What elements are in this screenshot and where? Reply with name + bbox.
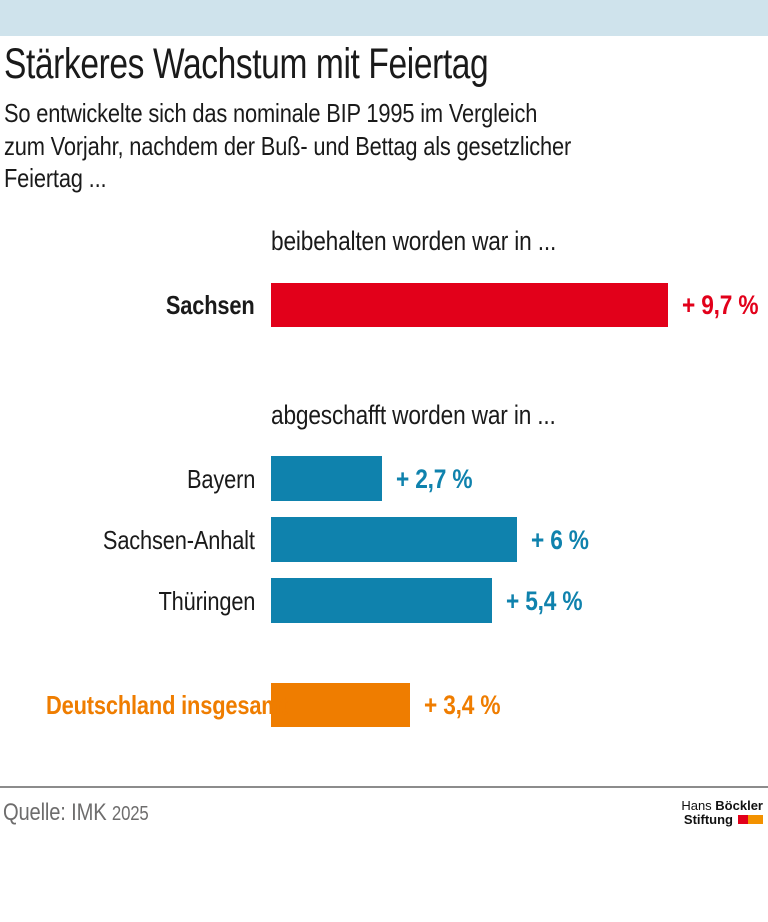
bar-row-deutschland: Deutschland insgesamt + 3,4 % — [0, 683, 768, 727]
hans-boeckler-stiftung-logo: Hans Böckler Stiftung — [681, 799, 763, 827]
bar-label-deutschland: Deutschland insgesamt — [46, 690, 288, 720]
bar-sachsen — [271, 283, 668, 327]
bar-label-thueringen: Thüringen — [158, 585, 255, 616]
footer-divider — [0, 786, 768, 788]
subtitle-line-1: So entwickelte sich das nominale BIP 199… — [4, 98, 538, 128]
top-accent-bar — [0, 0, 768, 36]
section-label-kept-holiday: beibehalten worden war in ... — [271, 226, 557, 256]
value-label-sachsen-anhalt: + 6 % — [531, 524, 589, 555]
bar-row-sachsen-anhalt: Sachsen-Anhalt + 6 % — [0, 517, 768, 562]
value-label-bayern: + 2,7 % — [396, 463, 473, 494]
bar-label-sachsen-anhalt: Sachsen-Anhalt — [103, 524, 255, 555]
logo-line-1: Hans Böckler — [681, 798, 763, 813]
section-label-abolished-holiday: abgeschafft worden war in ... — [271, 400, 556, 430]
bar-row-thueringen: Thüringen + 5,4 % — [0, 578, 768, 623]
logo-orange-square — [748, 815, 763, 824]
bar-sachsen-anhalt — [271, 517, 517, 562]
bar-label-sachsen: Sachsen — [166, 290, 255, 320]
logo-red-square — [738, 815, 748, 824]
value-label-sachsen: + 9,7 % — [682, 290, 759, 320]
subtitle-line-2: zum Vorjahr, nachdem der Buß- und Bettag… — [4, 130, 572, 161]
logo-line-2: Stiftung — [681, 813, 763, 827]
bar-row-sachsen: Sachsen + 9,7 % — [0, 283, 768, 327]
bar-thueringen — [271, 578, 492, 623]
bar-deutschland — [271, 683, 410, 727]
source-year: 2025 — [111, 803, 149, 825]
value-label-deutschland: + 3,4 % — [424, 690, 501, 720]
source-text: Quelle: IMK — [3, 799, 112, 826]
bar-label-bayern: Bayern — [186, 463, 255, 494]
bar-bayern — [271, 456, 382, 501]
page-title-text: Stärkeres Wachstum mit Feiertag — [4, 40, 489, 88]
chart-subtitle: So entwickelte sich das nominale BIP 199… — [4, 97, 679, 195]
value-label-thueringen: + 5,4 % — [506, 585, 583, 616]
bar-row-bayern: Bayern + 2,7 % — [0, 456, 768, 501]
page-title: Stärkeres Wachstum mit Feiertag — [4, 40, 625, 88]
subtitle-line-3: Feiertag ... — [4, 163, 107, 193]
source-note: Quelle: IMK 2025 — [3, 800, 176, 827]
